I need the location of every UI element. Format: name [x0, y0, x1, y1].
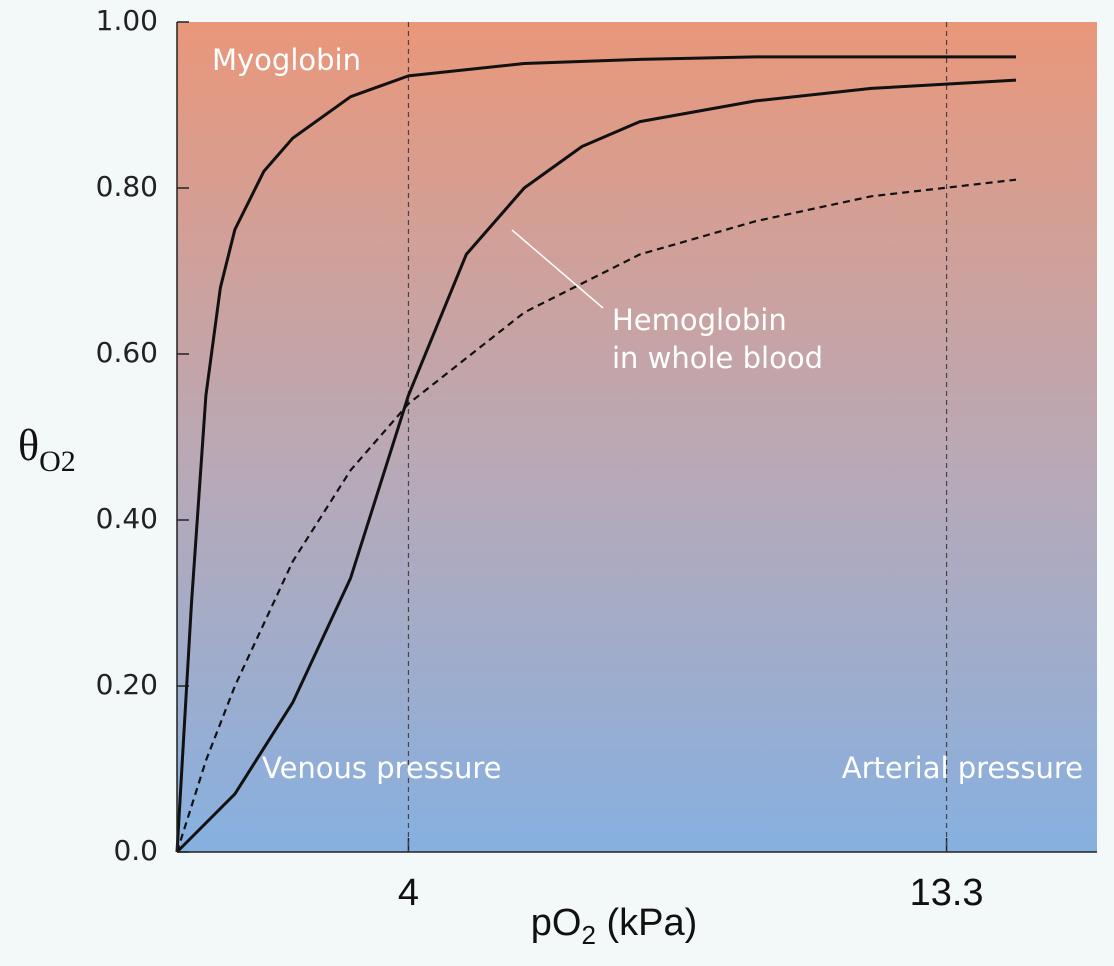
x-tick-label: 13.3 — [910, 872, 984, 914]
x-label-sub: 2 — [581, 920, 595, 950]
y-tick-label: 0.0 — [113, 834, 158, 867]
y-tick-label: 0.80 — [96, 170, 158, 203]
series-line — [175, 55, 1016, 853]
series-label: Myoglobin — [212, 43, 361, 77]
x-tick-label: 4 — [398, 872, 419, 914]
x-label-part: pO — [531, 902, 582, 944]
series-label: Hemoglobin — [612, 303, 787, 337]
x-label: pO2 (kPa) — [531, 902, 698, 950]
y-tick-label: 1.00 — [96, 4, 158, 37]
y-label: θO2 — [18, 421, 76, 478]
y-tick-label: 0.60 — [96, 336, 158, 369]
reference-label: Arterial pressure — [842, 751, 1083, 785]
plot-area — [177, 22, 1097, 852]
y-label-main: θ — [18, 421, 39, 470]
series-label: in whole blood — [612, 341, 823, 375]
x-label-part: (kPa) — [596, 902, 697, 944]
y-label-sub: O2 — [39, 445, 76, 478]
series-line — [175, 78, 1017, 854]
label-pointer — [511, 229, 604, 309]
series-line — [175, 178, 1017, 853]
y-tick-label: 0.40 — [96, 502, 158, 535]
y-tick-label: 0.20 — [96, 668, 158, 701]
reference-label: Venous pressure — [262, 751, 502, 785]
